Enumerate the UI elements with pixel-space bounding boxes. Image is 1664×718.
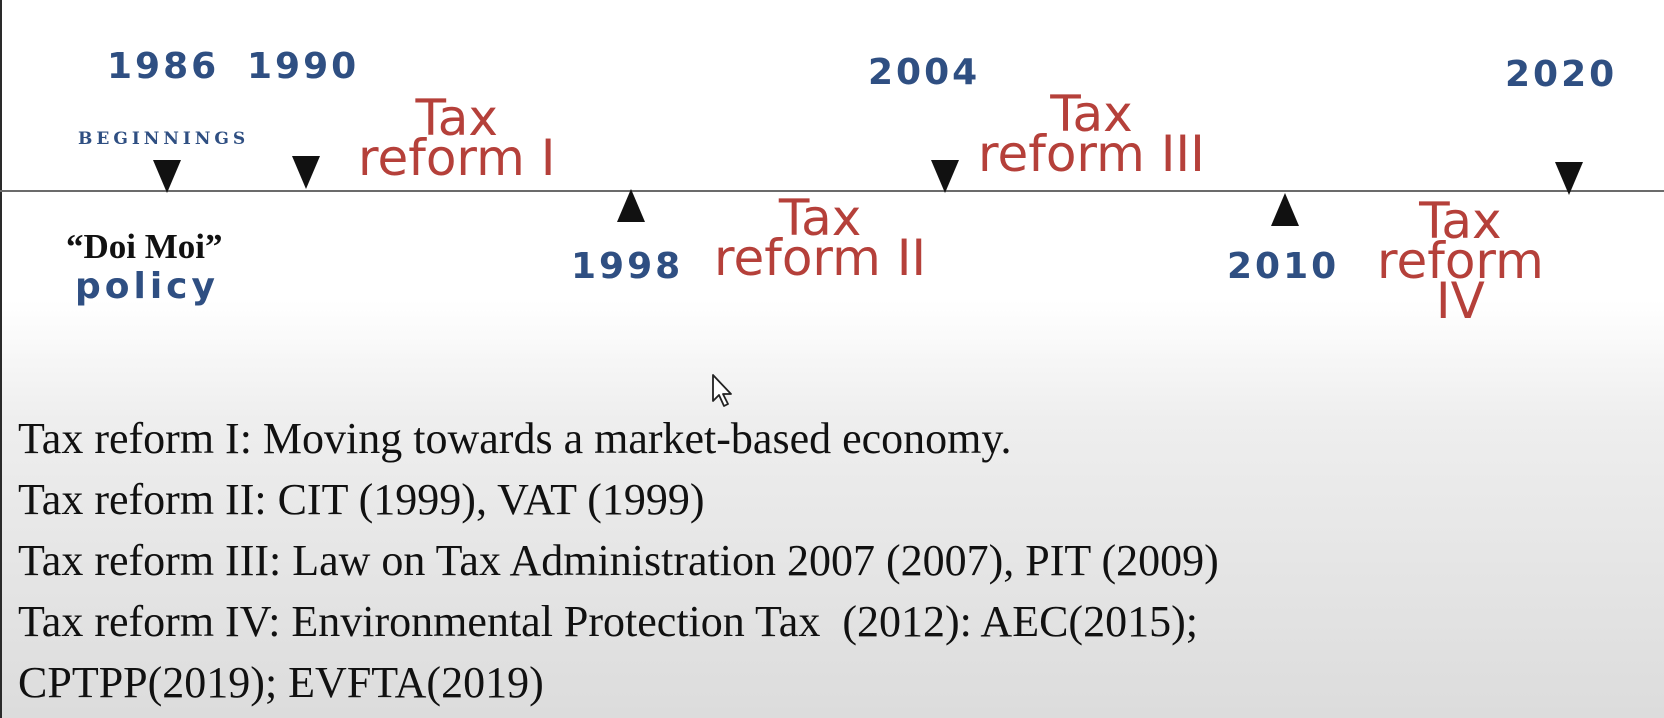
tax-reform-4-label: Tax reform IV: [1377, 192, 1544, 330]
year-1986-label: 1986: [107, 46, 220, 87]
phase-line: reform III: [978, 125, 1205, 183]
timeline-axis: [0, 190, 1664, 192]
triangle-down-icon: [1555, 162, 1583, 195]
phase-line: reform II: [714, 229, 927, 287]
phase-line: reform I: [358, 129, 556, 187]
tax-reform-2-label: Tax reform II: [714, 189, 927, 287]
reform-notes: Tax reform I: Moving towards a market-ba…: [18, 408, 1219, 713]
note-line: Tax reform II: CIT (1999), VAT (1999): [18, 475, 705, 524]
phase-line: reform: [1377, 232, 1544, 290]
doi-moi-label: “Doi Moi”: [66, 227, 223, 266]
phase-line: Tax: [778, 189, 862, 247]
year-2020-label: 2020: [1505, 54, 1618, 95]
year-2010-label: 2010: [1227, 246, 1340, 287]
phase-line: Tax: [1419, 192, 1502, 250]
policy-label: policy: [75, 266, 219, 307]
slide-left-border: [0, 0, 2, 718]
year-1990-label: 1990: [247, 46, 360, 87]
triangle-up-icon: [1271, 193, 1299, 226]
beginnings-label: BEGINNINGS: [78, 129, 250, 149]
note-line: Tax reform III: Law on Tax Administratio…: [18, 536, 1219, 585]
triangle-down-icon: [931, 160, 959, 193]
phase-line: Tax: [1050, 85, 1133, 143]
triangle-down-icon: [292, 156, 320, 189]
triangle-down-icon: [153, 160, 181, 193]
tax-reform-1-label: Tax reform I: [358, 89, 556, 187]
note-line: Tax reform I: Moving towards a market-ba…: [18, 414, 1012, 463]
year-1998-label: 1998: [571, 246, 684, 287]
phase-line: Tax: [415, 89, 498, 147]
triangle-up-icon: [617, 189, 645, 222]
year-2004-label: 2004: [868, 52, 981, 93]
mouse-pointer-icon: [712, 374, 732, 407]
tax-reform-3-label: Tax reform III: [978, 85, 1205, 183]
note-line: Tax reform IV: Environmental Protection …: [18, 597, 1198, 646]
phase-line: IV: [1435, 272, 1485, 330]
note-line: CPTPP(2019); EVFTA(2019): [18, 658, 544, 707]
